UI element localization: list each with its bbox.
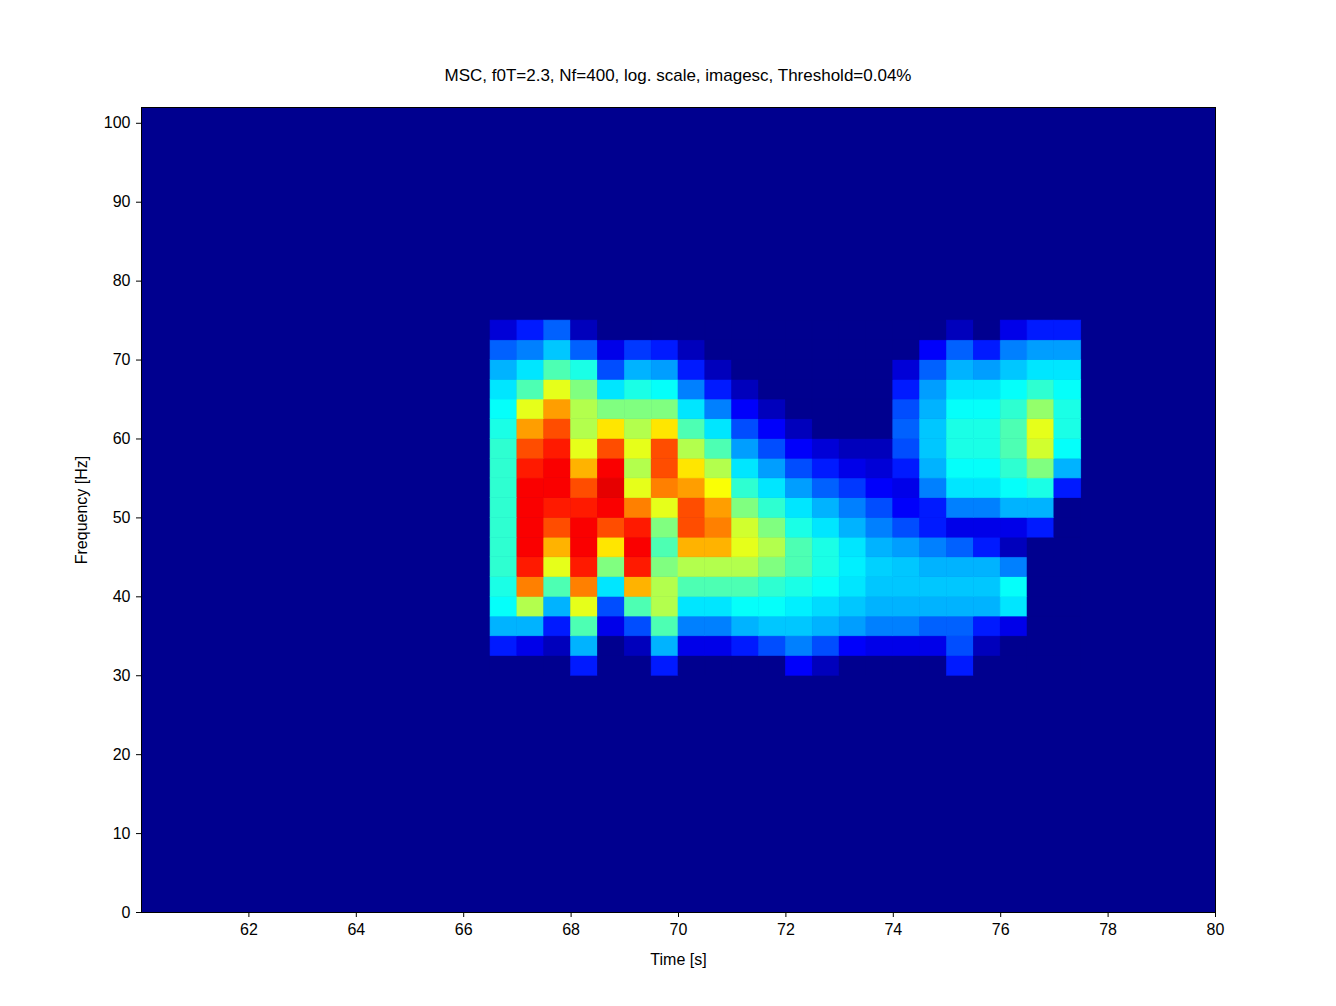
svg-text:72: 72 [777, 921, 795, 938]
svg-text:100: 100 [104, 114, 131, 131]
svg-text:50: 50 [113, 509, 131, 526]
svg-text:68: 68 [562, 921, 580, 938]
svg-text:30: 30 [113, 667, 131, 684]
svg-text:Time [s]: Time [s] [650, 951, 706, 968]
svg-text:20: 20 [113, 746, 131, 763]
svg-text:70: 70 [113, 351, 131, 368]
svg-text:62: 62 [240, 921, 258, 938]
svg-text:60: 60 [113, 430, 131, 447]
svg-text:10: 10 [113, 825, 131, 842]
svg-text:90: 90 [113, 193, 131, 210]
svg-text:66: 66 [455, 921, 473, 938]
svg-text:80: 80 [113, 272, 131, 289]
svg-text:70: 70 [670, 921, 688, 938]
svg-text:64: 64 [347, 921, 365, 938]
svg-text:74: 74 [884, 921, 902, 938]
svg-text:Frequency [Hz]: Frequency [Hz] [73, 456, 90, 564]
html-text:MSC, f0T=2.3, Nf=400, log. sca: MSC, f0T=2.3, Nf=400, log. scale, images… [444, 66, 912, 85]
svg-text:78: 78 [1099, 921, 1117, 938]
svg-text:40: 40 [113, 588, 131, 605]
svg-text:0: 0 [122, 904, 131, 921]
svg-text:80: 80 [1207, 921, 1225, 938]
svg-text:76: 76 [992, 921, 1010, 938]
